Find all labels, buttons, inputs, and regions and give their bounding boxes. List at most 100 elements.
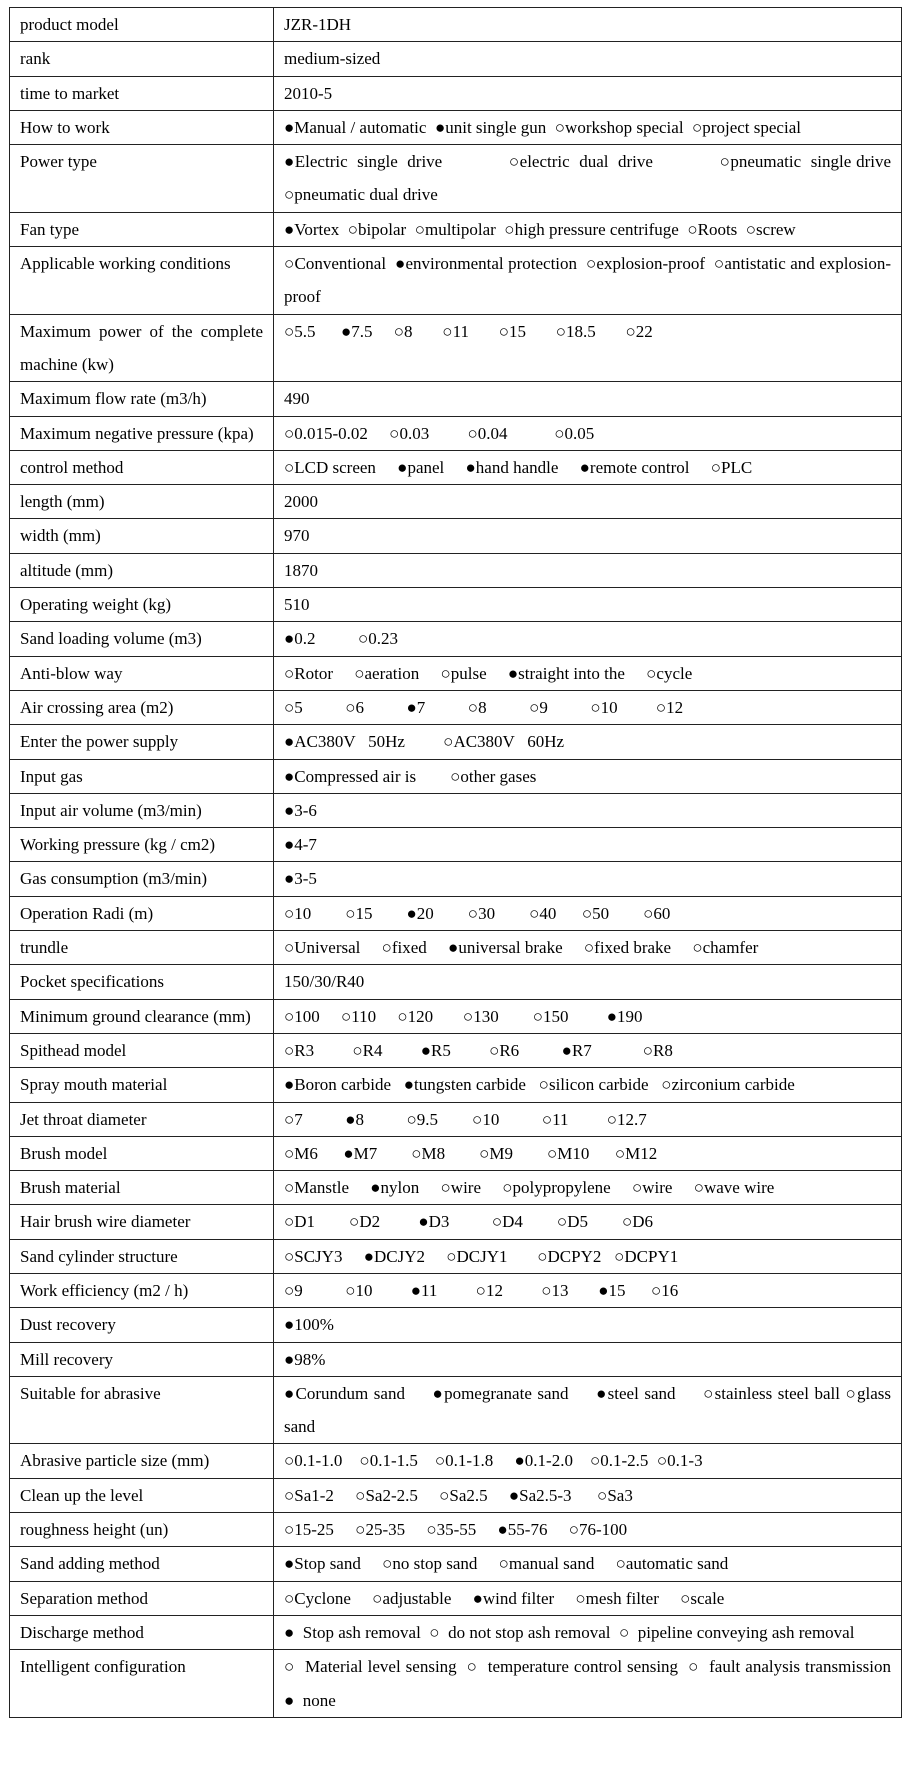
spec-row: Clean up the level ○Sa1-2 ○Sa2-2.5 ○Sa2.5… — [9, 1477, 902, 1514]
spec-value: ○15-25 ○25-35 ○35-55 ●55-76 ○76-100 — [273, 1512, 902, 1548]
spec-row: Maximum power of the complete machine (k… — [9, 313, 902, 383]
spec-label: Discharge method — [9, 1614, 274, 1651]
spec-label: Sand cylinder structure — [9, 1238, 274, 1274]
spec-label: Input air volume (m3/min) — [9, 792, 274, 829]
spec-value: ●Corundum sand ●pomegranate sand ●steel … — [273, 1375, 902, 1445]
spec-label: Applicable working conditions — [9, 246, 274, 315]
spec-label: Hair brush wire diameter — [9, 1204, 274, 1240]
spec-label: Air crossing area (m2) — [9, 689, 274, 726]
spec-row: Enter the power supply ●AC380V 50Hz ○AC38… — [9, 724, 902, 760]
spec-value: ○Conventional ●environmental protection … — [273, 246, 902, 315]
spec-label: Abrasive particle size (mm) — [9, 1443, 274, 1479]
spec-value: ●4-7 — [273, 827, 902, 863]
spec-label: Sand loading volume (m3) — [9, 621, 274, 657]
spec-table-body: product model JZR-1DH rank medium-sized time… — [9, 6, 902, 1718]
spec-row: Sand adding method ●Stop sand ○no stop sa… — [9, 1546, 902, 1582]
spec-row: Hair brush wire diameter ○D1 ○D2 ●D3 ○D4 … — [9, 1204, 902, 1240]
spec-row: length (mm) 2000 — [9, 484, 902, 520]
spec-label: Gas consumption (m3/min) — [9, 861, 274, 897]
spec-row: Discharge method ● Stop ash removal ○ do … — [9, 1614, 902, 1651]
spec-row: Fan type ●Vortex ○bipolar ○multipolar ○hi… — [9, 211, 902, 248]
spec-row: Power type ●Electric single drive ○electr… — [9, 144, 902, 213]
spec-label: Working pressure (kg / cm2) — [9, 827, 274, 863]
spec-row: Air crossing area (m2) ○5 ○6 ●7 ○8 ○9 ○10… — [9, 689, 902, 726]
spec-value: ● Stop ash removal ○ do not stop ash rem… — [273, 1614, 902, 1651]
product-spec-table: product model JZR-1DH rank medium-sized time… — [9, 6, 902, 1718]
spec-row: Separation method ○Cyclone ○adjustable ●w… — [9, 1580, 902, 1616]
spec-value: medium-sized — [273, 41, 902, 77]
spec-label: Maximum power of the complete machine (k… — [9, 313, 274, 383]
spec-value: ●3-5 — [273, 861, 902, 897]
spec-row: Spray mouth material ●Boron carbide ●tung… — [9, 1067, 902, 1103]
spec-label: control method — [9, 449, 274, 486]
spec-row: Maximum negative pressure (kpa) ○0.015-0.… — [9, 415, 902, 451]
spec-label: Work efficiency (m2 / h) — [9, 1272, 274, 1309]
spec-label: Maximum negative pressure (kpa) — [9, 415, 274, 451]
spec-value: 2000 — [273, 484, 902, 520]
spec-value: ○7 ●8 ○9.5 ○10 ○11 ○12.7 — [273, 1101, 902, 1137]
spec-label: Enter the power supply — [9, 724, 274, 760]
spec-row: Brush model ○M6 ●M7 ○M8 ○M9 ○M10 ○M12 — [9, 1135, 902, 1172]
spec-value: ●Vortex ○bipolar ○multipolar ○high press… — [273, 211, 902, 248]
spec-value: ●Boron carbide ●tungsten carbide ○silico… — [273, 1067, 902, 1103]
spec-label: Operating weight (kg) — [9, 587, 274, 623]
spec-value: ○9 ○10 ●11 ○12 ○13 ●15 ○16 — [273, 1272, 902, 1309]
spec-value: ○M6 ●M7 ○M8 ○M9 ○M10 ○M12 — [273, 1135, 902, 1172]
spec-row: Mill recovery ●98% — [9, 1341, 902, 1377]
spec-label: Spithead model — [9, 1032, 274, 1069]
spec-label: roughness height (un) — [9, 1512, 274, 1548]
spec-row: Dust recovery ●100% — [9, 1307, 902, 1343]
spec-label: Operation Radi (m) — [9, 895, 274, 932]
spec-label: Spray mouth material — [9, 1067, 274, 1103]
spec-value: ○10 ○15 ●20 ○30 ○40 ○50 ○60 — [273, 895, 902, 932]
spec-value: ●Electric single drive ○electric dual dr… — [273, 144, 902, 213]
spec-value: ○Cyclone ○adjustable ●wind filter ○mesh … — [273, 1580, 902, 1616]
spec-row: How to work ●Manual / automatic ●unit sin… — [9, 109, 902, 146]
spec-label: Intelligent configuration — [9, 1649, 274, 1718]
spec-label: Input gas — [9, 758, 274, 794]
spec-value: 510 — [273, 587, 902, 623]
spec-row: Maximum flow rate (m3/h) 490 — [9, 381, 902, 417]
spec-value: JZR-1DH — [273, 6, 902, 43]
spec-label: width (mm) — [9, 518, 274, 554]
spec-row: Intelligent configuration ○ Material leve… — [9, 1649, 902, 1718]
spec-row: time to market 2010-5 — [9, 75, 902, 111]
spec-row: Minimum ground clearance (mm) ○100 ○110 ○… — [9, 998, 902, 1034]
spec-value: ○LCD screen ●panel ●hand handle ●remote … — [273, 449, 902, 486]
spec-value: ○Universal ○fixed ●universal brake ○fixe… — [273, 930, 902, 966]
spec-label: Mill recovery — [9, 1341, 274, 1377]
spec-label: Pocket specifications — [9, 964, 274, 1000]
spec-value: ○Manstle ●nylon ○wire ○polypropylene ○wi… — [273, 1170, 902, 1206]
spec-value: ●0.2 ○0.23 — [273, 621, 902, 657]
spec-label: Maximum flow rate (m3/h) — [9, 381, 274, 417]
spec-row: product model JZR-1DH — [9, 6, 902, 43]
spec-value: ○0.015-0.02 ○0.03 ○0.04 ○0.05 — [273, 415, 902, 451]
spec-label: Sand adding method — [9, 1546, 274, 1582]
spec-row: Work efficiency (m2 / h) ○9 ○10 ●11 ○12 ○… — [9, 1272, 902, 1309]
spec-label: Anti-blow way — [9, 655, 274, 691]
spec-label: product model — [9, 6, 274, 43]
spec-label: time to market — [9, 75, 274, 111]
spec-value: ●100% — [273, 1307, 902, 1343]
spec-row: width (mm) 970 — [9, 518, 902, 554]
spec-row: Brush material ○Manstle ●nylon ○wire ○pol… — [9, 1170, 902, 1206]
spec-value: ○Sa1-2 ○Sa2-2.5 ○Sa2.5 ●Sa2.5-3 ○Sa3 — [273, 1477, 902, 1514]
spec-value: 490 — [273, 381, 902, 417]
spec-label: altitude (mm) — [9, 552, 274, 589]
spec-label: length (mm) — [9, 484, 274, 520]
spec-row: Suitable for abrasive ●Corundum sand ●pom… — [9, 1375, 902, 1445]
spec-row: Operation Radi (m) ○10 ○15 ●20 ○30 ○40 ○5… — [9, 895, 902, 932]
spec-value: ○Rotor ○aeration ○pulse ●straight into t… — [273, 655, 902, 691]
spec-value: ●3-6 — [273, 792, 902, 829]
spec-label: Brush material — [9, 1170, 274, 1206]
spec-row: Operating weight (kg) 510 — [9, 587, 902, 623]
spec-value: 970 — [273, 518, 902, 554]
spec-row: control method ○LCD screen ●panel ●hand h… — [9, 449, 902, 486]
spec-row: Sand cylinder structure ○SCJY3 ●DCJY2 ○DC… — [9, 1238, 902, 1274]
spec-value: 2010-5 — [273, 75, 902, 111]
spec-value: ○ Material level sensing ○ temperature c… — [273, 1649, 902, 1718]
spec-row: Sand loading volume (m3) ●0.2 ○0.23 — [9, 621, 902, 657]
spec-value: ○0.1-1.0 ○0.1-1.5 ○0.1-1.8 ●0.1-2.0 ○0.1… — [273, 1443, 902, 1479]
spec-row: Jet throat diameter ○7 ●8 ○9.5 ○10 ○11 ○1… — [9, 1101, 902, 1137]
spec-row: Applicable working conditions ○Convention… — [9, 246, 902, 315]
